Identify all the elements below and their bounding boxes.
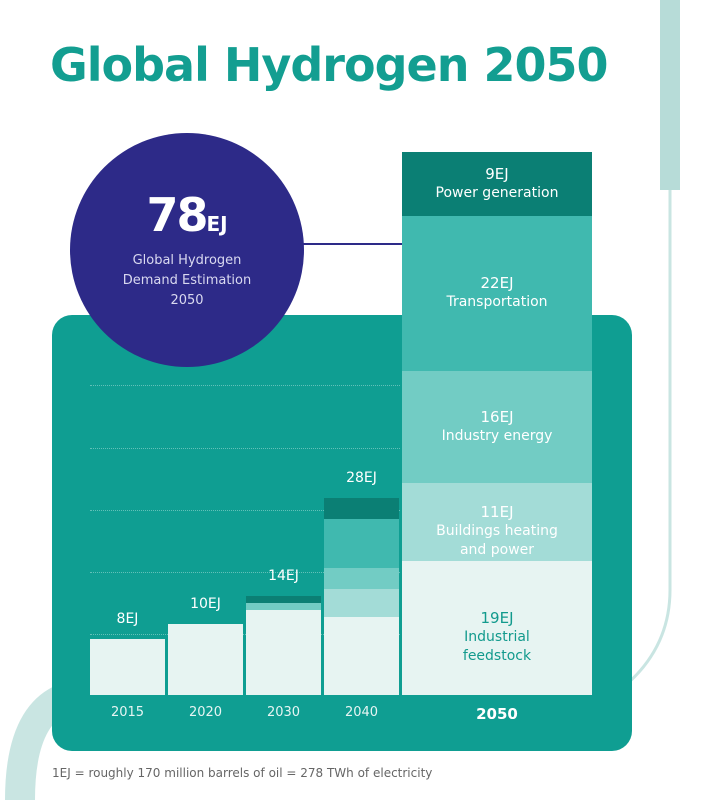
total-label: 14EJ: [268, 568, 299, 585]
segment-label: 9EJ Power generation: [402, 165, 592, 203]
segment-name: Industry energy: [441, 428, 553, 445]
bar-segment: [324, 568, 399, 590]
bar-segment: [246, 596, 321, 604]
bar-segment: [402, 370, 592, 484]
x-tick-label: 2040: [344, 705, 379, 720]
total-label: 10EJ: [190, 596, 221, 613]
segment-value: 22EJ: [480, 274, 514, 293]
x-tick-label: 2015: [110, 705, 145, 720]
footnote: 1EJ = roughly 170 million barrels of oil…: [52, 766, 433, 780]
segment-name: Industrial feedstock: [462, 629, 532, 664]
total-label: 8EJ: [116, 610, 139, 627]
segment-value: 19EJ: [480, 609, 514, 627]
caption: Global Hydrogen Demand Estimation: [122, 253, 252, 288]
segment-name: Transportation: [446, 294, 548, 311]
segment-label: 11EJ Buildings heating and power: [402, 503, 592, 560]
bar-segment: [324, 589, 399, 618]
bar-segment: [324, 617, 399, 695]
grid-dots: [90, 634, 400, 635]
bar-segment: [324, 497, 399, 519]
bar-segment: [402, 483, 592, 562]
segment-value: 16EJ: [480, 408, 514, 427]
x-tick-label: 2050: [476, 705, 518, 723]
segment-name: Buildings heating and power: [436, 523, 558, 559]
segment-value: 9EJ: [485, 164, 509, 183]
segment-name: Power generation: [435, 184, 559, 201]
grid-dots: [90, 448, 400, 449]
total-circle: 78EJ Global Hydrogen Demand Estimation 2…: [70, 133, 304, 367]
total-value: 78: [146, 188, 208, 242]
bar-segment: [402, 215, 592, 371]
unit: EJ: [206, 212, 228, 236]
bar-segment: [402, 152, 592, 216]
title: Global Hydrogen 2050: [50, 38, 608, 92]
segment-label: 22EJ Transportation: [402, 274, 592, 312]
bar-segment: [90, 638, 165, 695]
x-tick-label: 2030: [266, 705, 301, 720]
connector: [300, 243, 402, 245]
bar-segment: [168, 624, 243, 695]
bar-segment: [246, 603, 321, 611]
segment-label: 19EJ Industrial feedstock: [402, 609, 592, 666]
segment-label: 16EJ Industry energy: [402, 408, 592, 446]
x-tick-label: 2020: [188, 705, 223, 720]
grid-dots: [90, 385, 400, 386]
bar-segment: [402, 561, 592, 695]
grid-dots: [90, 572, 400, 573]
bar-segment: [246, 610, 321, 695]
total-label: 28EJ: [346, 469, 377, 486]
grid-dots: [90, 510, 400, 511]
bar-segment: [324, 518, 399, 569]
circle-year: 2050: [170, 293, 204, 308]
segment-value: 11EJ: [480, 503, 514, 522]
